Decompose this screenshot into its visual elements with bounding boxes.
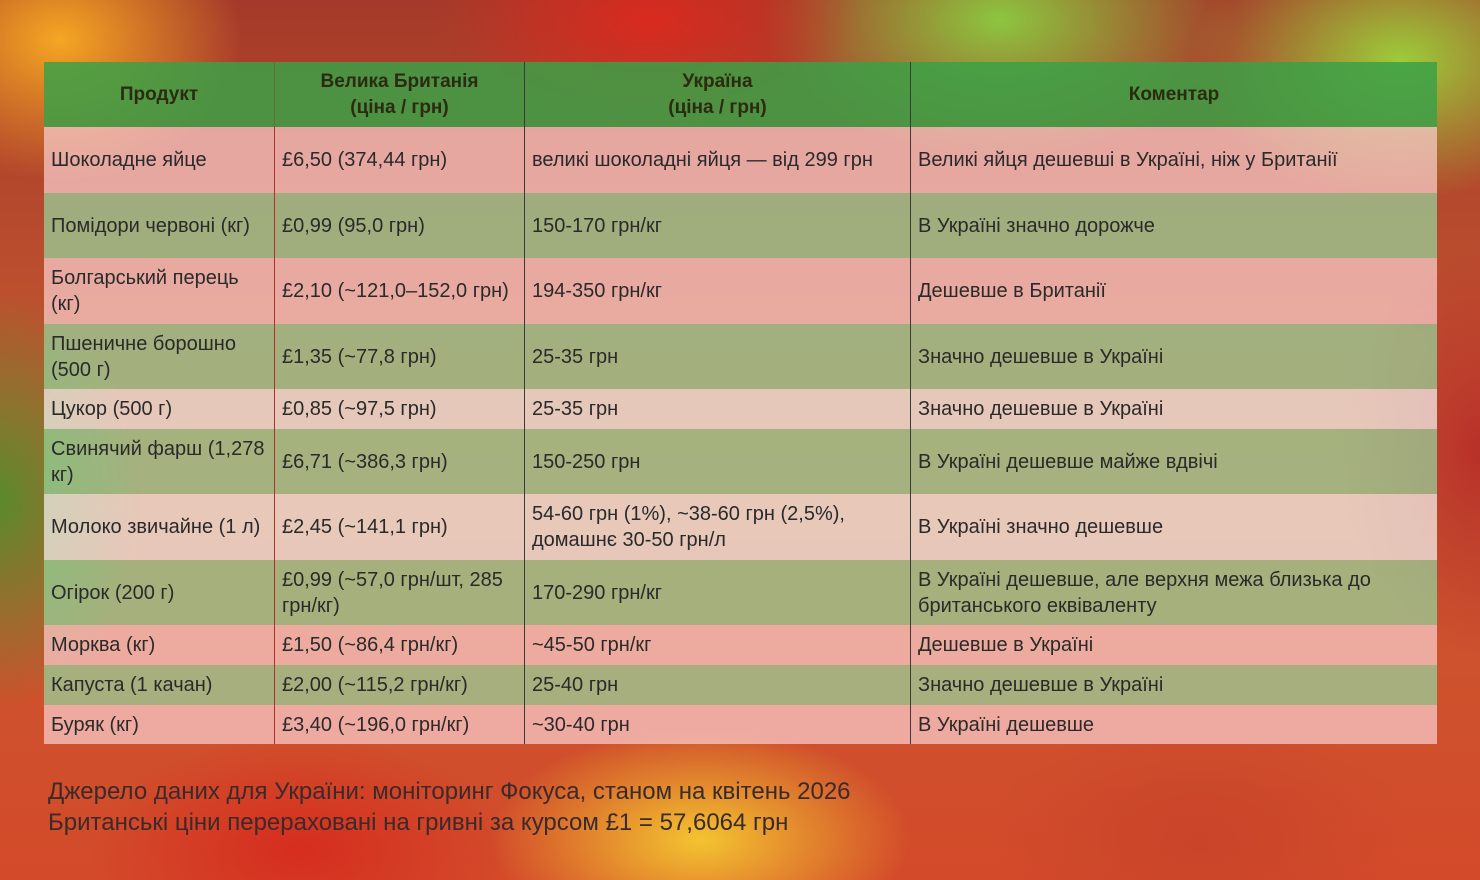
cell-ukraine-price: 25-40 грн	[524, 665, 910, 705]
header-ukraine: Україна (ціна / грн)	[524, 62, 910, 127]
cell-ukraine-price: великі шоколадні яйця — від 299 грн	[524, 127, 910, 193]
cell-product: Морква (кг)	[51, 634, 156, 656]
cell-comment: Великі яйця дешевші в Україні, ніж у Бри…	[910, 127, 1437, 193]
header-uk: Велика Британія (ціна / грн)	[274, 62, 524, 127]
header-ukraine-label: Україна (ціна / грн)	[668, 70, 767, 118]
cell-uk-price: £3,40 (~196,0 грн/кг)	[274, 705, 524, 744]
cell-comment: В Україні значно дешевше	[910, 494, 1437, 560]
table-row: Морква (кг) £1,50 (~86,4 грн/кг) ~45-50 гр…	[44, 625, 1437, 665]
source-note: Джерело даних для України: моніторинг Фо…	[48, 778, 851, 805]
cell-product: Пшеничне борошно (500 г)	[51, 332, 236, 381]
cell-comment: Дешевше в Британії	[910, 258, 1437, 324]
cell-uk-price: £0,99 (~57,0 грн/шт, 285 грн/кг)	[274, 560, 524, 625]
cell-uk-price: £6,71 (~386,3 грн)	[274, 429, 524, 494]
cell-uk-price: £0,99 (95,0 грн)	[274, 193, 524, 258]
footer-note: Джерело даних для України: моніторинг Фо…	[48, 776, 851, 838]
table-row: Шоколадне яйце £6,50 (374,44 грн) великі ш…	[44, 127, 1437, 193]
cell-comment: В Україні дешевше майже вдвічі	[910, 429, 1437, 494]
cell-ukraine-price: 54-60 грн (1%), ~38-60 грн (2,5%), домаш…	[524, 494, 910, 560]
table-row: Капуста (1 качан) £2,00 (~115,2 грн/кг) 25…	[44, 665, 1437, 705]
table-header: Продукт Велика Британія (ціна / грн) Укр…	[44, 62, 1437, 127]
cell-product: Огірок (200 г)	[51, 581, 175, 604]
cell-comment: Дешевше в Україні	[910, 625, 1437, 665]
cell-product: Капуста (1 качан)	[51, 674, 213, 696]
cell-ukraine-price: 25-35 грн	[524, 324, 910, 389]
cell-comment: В Україні дешевше, але верхня межа близь…	[910, 560, 1437, 625]
cell-comment: В Україні значно дорожче	[910, 193, 1437, 258]
header-comment: Коментар	[910, 62, 1437, 127]
cell-comment: Значно дешевше в Україні	[910, 665, 1437, 705]
cell-uk-price: £2,00 (~115,2 грн/кг)	[274, 665, 524, 705]
cell-ukraine-price: 25-35 грн	[524, 389, 910, 429]
cell-product: Болгарський перець (кг)	[51, 267, 239, 315]
price-comparison-table: Продукт Велика Британія (ціна / грн) Укр…	[44, 62, 1437, 744]
cell-ukraine-price: ~30-40 грн	[524, 705, 910, 744]
cell-product: Свинячий фарш (1,278 кг)	[51, 437, 265, 486]
cell-ukraine-price: 194-350 грн/кг	[524, 258, 910, 324]
table-row: Цукор (500 г) £0,85 (~97,5 грн) 25-35 грн З…	[44, 389, 1437, 429]
cell-uk-price: £2,45 (~141,1 грн)	[274, 494, 524, 560]
table-row: Буряк (кг) £3,40 (~196,0 грн/кг) ~30-40 гр…	[44, 705, 1437, 744]
cell-uk-price: £0,85 (~97,5 грн)	[274, 389, 524, 429]
table-row: Болгарський перець (кг) £2,10 (~121,0–152…	[44, 258, 1437, 324]
cell-uk-price: £1,35 (~77,8 грн)	[274, 324, 524, 389]
cell-product: Буряк (кг)	[51, 713, 139, 736]
header-uk-label: Велика Британія (ціна / грн)	[320, 70, 479, 118]
cell-comment: Значно дешевше в Україні	[910, 324, 1437, 389]
table-row: Свинячий фарш (1,278 кг) £6,71 (~386,3 гр…	[44, 429, 1437, 494]
cell-ukraine-price: 150-250 грн	[524, 429, 910, 494]
table-row: Помідори червоні (кг) £0,99 (95,0 грн) 150…	[44, 193, 1437, 258]
cell-product: Шоколадне яйце	[51, 149, 207, 171]
cell-ukraine-price: 150-170 грн/кг	[524, 193, 910, 258]
cell-ukraine-price: ~45-50 грн/кг	[524, 625, 910, 665]
cell-product: Помідори червоні (кг)	[51, 214, 250, 237]
table-row: Огірок (200 г) £0,99 (~57,0 грн/шт, 285 г…	[44, 560, 1437, 625]
cell-ukraine-price: 170-290 грн/кг	[524, 560, 910, 625]
cell-uk-price: £6,50 (374,44 грн)	[274, 127, 524, 193]
cell-uk-price: £2,10 (~121,0–152,0 грн)	[274, 258, 524, 324]
header-product: Продукт	[119, 83, 199, 105]
cell-product: Молоко звичайне (1 л)	[51, 516, 261, 538]
cell-comment: В Україні дешевше	[910, 705, 1437, 744]
cell-product: Цукор (500 г)	[51, 398, 173, 420]
cell-comment: Значно дешевше в Україні	[910, 389, 1437, 429]
table-row: Пшеничне борошно (500 г) £1,35 (~77,8 грн…	[44, 324, 1437, 389]
exchange-rate-note: Британські ціни перераховані на гривні з…	[48, 809, 789, 836]
cell-uk-price: £1,50 (~86,4 грн/кг)	[274, 625, 524, 665]
table-row: Молоко звичайне (1 л) £2,45 (~141,1 грн) 5…	[44, 494, 1437, 560]
